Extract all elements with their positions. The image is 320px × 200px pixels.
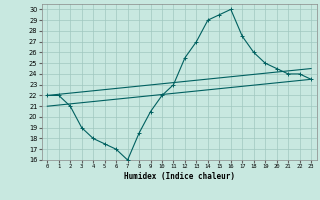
X-axis label: Humidex (Indice chaleur): Humidex (Indice chaleur) <box>124 172 235 181</box>
